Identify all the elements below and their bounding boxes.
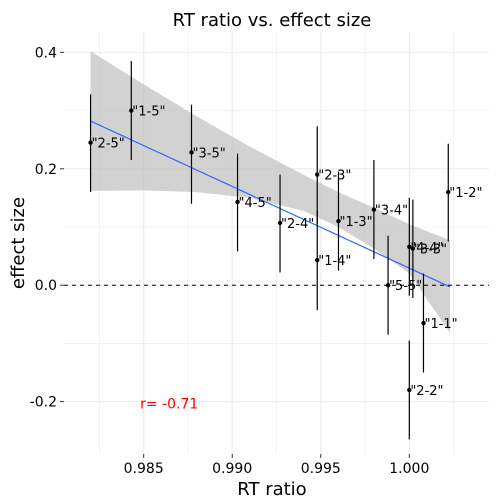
x-tick-label: 0.995 [301, 461, 341, 477]
data-point [407, 244, 412, 249]
y-tick-label: 0.2 [35, 162, 57, 178]
data-point [315, 172, 320, 177]
y-tick-label: 0.0 [35, 278, 57, 294]
data-point [315, 257, 320, 263]
y-tick-label: 0.4 [35, 45, 57, 61]
y-tick-label: -0.2 [30, 395, 57, 411]
correlation-annotation: r= -0.71 [140, 396, 198, 412]
point-label: "2-5" [92, 137, 125, 152]
point-label: "4-5" [239, 196, 272, 211]
x-axis-ticks: 0.985 0.990 0.995 1.000 [124, 454, 429, 477]
point-label: "5-5" [389, 279, 422, 294]
y-axis-title: effect size [8, 197, 29, 289]
point-label: "1-5" [132, 105, 165, 120]
data-point [129, 108, 134, 113]
point-label: "4-4" [410, 241, 443, 256]
data-point [385, 283, 391, 288]
data-point [189, 150, 194, 155]
point-label: "1-2" [449, 186, 482, 201]
data-point [277, 220, 283, 226]
data-point [336, 218, 341, 224]
point-label: "1-3" [339, 215, 372, 230]
confidence-band [90, 51, 451, 333]
point-label: "2-4" [281, 217, 314, 232]
y-axis-ticks: -0.2 0.0 0.2 0.4 [30, 45, 64, 411]
x-tick-label: 1.000 [389, 461, 429, 477]
chart-title: RT ratio vs. effect size [173, 10, 372, 31]
data-point [371, 207, 377, 212]
x-tick-label: 0.985 [124, 461, 164, 477]
data-point [446, 189, 451, 195]
data-point [421, 320, 426, 326]
fit-line [90, 120, 451, 288]
data-points [88, 108, 451, 393]
point-label: "3-5" [193, 146, 226, 161]
point-labels: "2-5" "1-5" "3-5" "4-5" "2-4" "2-3" "1-4" "1-3"… [92, 105, 483, 399]
point-label: "2-3" [318, 169, 351, 184]
data-point [410, 246, 416, 251]
data-point [407, 387, 412, 393]
point-label: "1-1" [424, 317, 457, 332]
point-label: "1-4" [318, 254, 351, 269]
data-point [88, 140, 93, 145]
point-label: "3-4" [375, 204, 408, 219]
data-point [235, 199, 240, 205]
x-tick-label: 0.990 [212, 461, 252, 477]
point-label: "3-3" [414, 243, 447, 258]
point-label: "2-2" [410, 384, 443, 399]
x-axis-title: RT ratio [237, 479, 306, 500]
